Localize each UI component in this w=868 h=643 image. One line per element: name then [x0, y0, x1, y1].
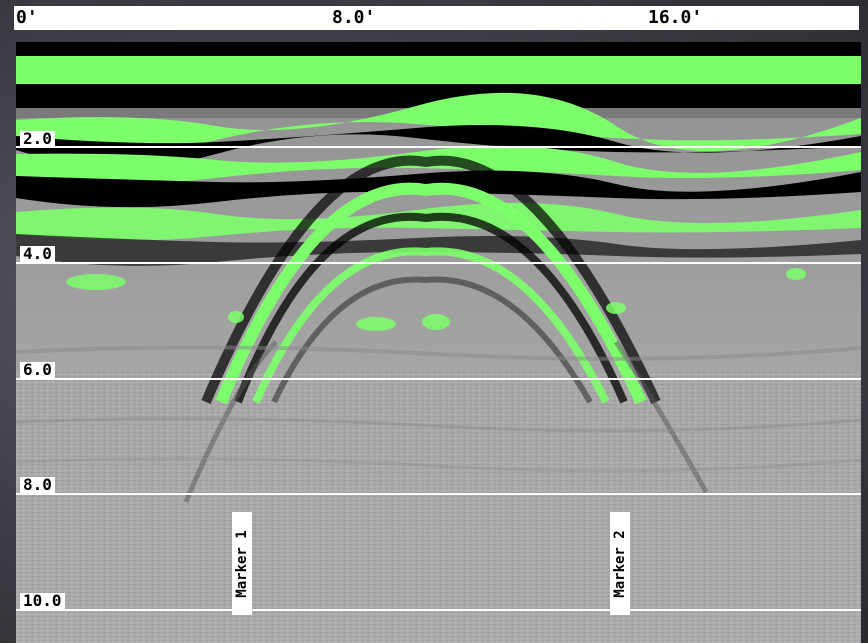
depth-line-8: [16, 493, 861, 495]
depth-label-2: 2.0: [20, 131, 55, 147]
marker-1-label: Marker 1: [234, 529, 250, 598]
radargram-image: [16, 42, 861, 643]
distance-label-8: 8.0': [332, 7, 376, 28]
marker-2[interactable]: Marker 2: [610, 512, 630, 615]
marker-1[interactable]: Marker 1: [232, 512, 252, 615]
depth-line-4: [16, 262, 861, 264]
gpr-radargram[interactable]: 2.0 4.0 6.0 8.0 10.0 Marker 1 Marker 2: [16, 42, 861, 643]
depth-label-6: 6.0: [20, 362, 55, 378]
distance-label-0: 0': [16, 7, 38, 28]
depth-label-4: 4.0: [20, 246, 55, 262]
depth-label-10: 10.0: [20, 593, 65, 609]
distance-label-16: 16.0': [648, 7, 703, 28]
depth-line-10: [16, 609, 861, 611]
depth-line-2: [16, 146, 861, 148]
marker-2-label: Marker 2: [612, 529, 628, 598]
depth-line-6: [16, 378, 861, 380]
distance-ruler: 0' 8.0' 16.0': [14, 6, 859, 30]
depth-label-8: 8.0: [20, 477, 55, 493]
